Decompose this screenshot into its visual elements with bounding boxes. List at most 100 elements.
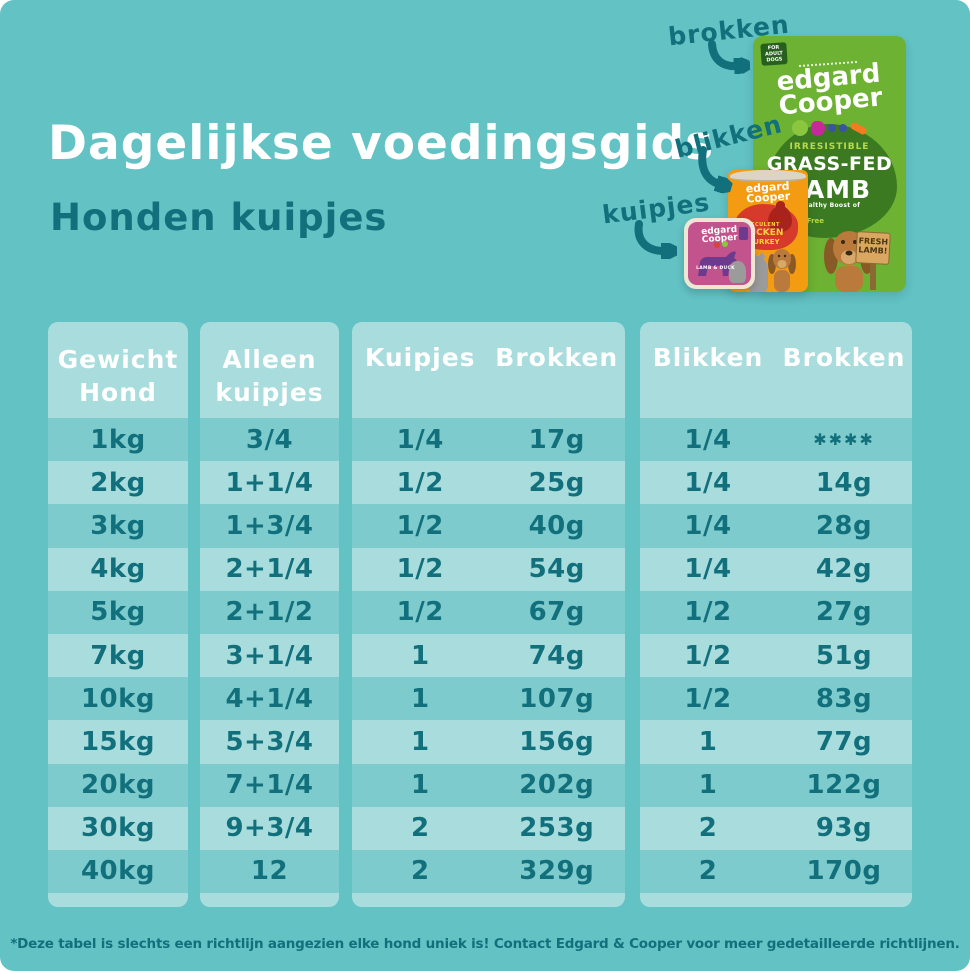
rooster-icon bbox=[768, 201, 792, 232]
panel-alleen-kuipjes: Alleen kuipjes 3/4 1+1/4 1+3/4 2+1/4 2+1… bbox=[200, 322, 339, 907]
table-cell: 17g bbox=[528, 424, 585, 455]
table-cell: 1 bbox=[698, 770, 718, 801]
table-row: 7kg bbox=[48, 634, 188, 677]
apple-icon bbox=[722, 241, 728, 247]
table-cell: 1/4 bbox=[684, 510, 732, 541]
table-row: 1 77g bbox=[640, 720, 912, 763]
can-lid bbox=[730, 170, 806, 182]
table-cell: 1 bbox=[410, 726, 430, 757]
table-row: 3kg bbox=[48, 504, 188, 548]
table-cell: 122g bbox=[806, 770, 882, 801]
header-line1: Alleen bbox=[222, 345, 317, 374]
table-row: 2 329g bbox=[352, 849, 625, 894]
table-cell: 1/4 bbox=[684, 467, 732, 498]
table-cell: 28g bbox=[815, 510, 873, 541]
table-cell: 40kg bbox=[80, 856, 156, 887]
table-cell: 1 bbox=[410, 770, 430, 801]
panel-kuipjes-brokken: Kuipjes Brokken 1/4 17g 1/2 25g 1/2 40g 1/2… bbox=[352, 322, 625, 907]
tub-label: edgard Cooper LAMB & DUCK bbox=[688, 222, 751, 285]
table-cell: 93g bbox=[815, 813, 873, 844]
table-row: 2 93g bbox=[640, 807, 912, 850]
table-row: 9+3/4 bbox=[200, 807, 339, 850]
table-row: 1kg bbox=[48, 418, 188, 462]
table-cell: 1/4 bbox=[684, 554, 732, 585]
kuipjes-arrow-icon bbox=[634, 220, 664, 251]
table-row: 10kg bbox=[48, 677, 188, 721]
table-cell: 12 bbox=[250, 856, 289, 887]
table-cell: 54g bbox=[528, 554, 585, 585]
table-cell: 1/4 bbox=[396, 424, 444, 455]
table-cell: 67g bbox=[528, 597, 585, 628]
table-cell: 2+1/4 bbox=[225, 554, 314, 585]
table-cell: 1/4 bbox=[684, 424, 732, 455]
table-cell: 42g bbox=[815, 554, 873, 585]
table-cell: 2 bbox=[410, 813, 430, 844]
table-cell: 156g bbox=[519, 726, 595, 757]
table-cell: 1 bbox=[698, 726, 718, 757]
table-row: 1 156g bbox=[352, 720, 625, 763]
table-cell: 2 bbox=[410, 856, 430, 887]
panel-alleen-rows: 3/4 1+1/4 1+3/4 2+1/4 2+1/2 3+1/4 4+1/4 … bbox=[200, 418, 339, 894]
table-cell: 1/2 bbox=[684, 683, 732, 714]
table-row: 1/2 54g bbox=[352, 548, 625, 591]
blueberry-icon bbox=[828, 124, 836, 132]
table-row: 2 253g bbox=[352, 807, 625, 850]
panel-kuipjes-brokken-rows: 1/4 17g 1/2 25g 1/2 40g 1/2 54g 1/2 67g 1 74g … bbox=[352, 418, 625, 894]
table-row: 2+1/2 bbox=[200, 590, 339, 634]
blueberry-icon bbox=[839, 124, 847, 132]
table-row: 1/4 ✱✱✱✱ bbox=[640, 418, 912, 462]
panel-kuipjes-brokken-header: Kuipjes Brokken bbox=[352, 322, 625, 418]
table-cell: 1/2 bbox=[684, 640, 732, 671]
panel-blikken-brokken-rows: 1/4 ✱✱✱✱ 1/4 14g 1/4 28g 1/4 42g 1/2 27g 1/2 5… bbox=[640, 418, 912, 894]
tub-flavor: LAMB & DUCK bbox=[696, 266, 735, 271]
table-cell: 107g bbox=[519, 683, 595, 714]
table-cell: 5kg bbox=[90, 597, 146, 628]
table-row: 2 170g bbox=[640, 849, 912, 894]
can-flavor-line2: &TURKEY bbox=[742, 238, 780, 246]
table-row: 1/2 25g bbox=[352, 461, 625, 504]
table-cell: 5+3/4 bbox=[225, 726, 314, 757]
table-cell: 14g bbox=[815, 467, 873, 498]
table-cell: 3+1/4 bbox=[225, 640, 314, 671]
berry-icon bbox=[714, 242, 720, 248]
sign-post bbox=[870, 264, 876, 290]
table-row: 1/4 42g bbox=[640, 548, 912, 591]
table-row: 2kg bbox=[48, 461, 188, 504]
table-cell: 20kg bbox=[80, 770, 156, 801]
page-subtitle: Honden kuipjes bbox=[50, 196, 388, 239]
beetroot-icon bbox=[811, 120, 825, 136]
table-row: 1+3/4 bbox=[200, 504, 339, 548]
table-row: 40kg bbox=[48, 849, 188, 894]
table-cell: 1/2 bbox=[396, 554, 444, 585]
cat-illustration bbox=[729, 261, 746, 283]
table-cell: 40g bbox=[528, 510, 585, 541]
table-row: 1 122g bbox=[640, 763, 912, 807]
table-row: 1 107g bbox=[352, 677, 625, 721]
table-cell: 1/2 bbox=[396, 597, 444, 628]
panel-gewicht-rows: 1kg 2kg 3kg 4kg 5kg 7kg 10kg 15kg 20kg 3… bbox=[48, 418, 188, 894]
table-cell: 253g bbox=[519, 813, 595, 844]
table-row: 1/2 40g bbox=[352, 504, 625, 548]
product-tub: edgard Cooper LAMB & DUCK bbox=[684, 218, 755, 289]
table-cell: 1/2 bbox=[396, 510, 444, 541]
header-blikken: Blikken bbox=[652, 343, 764, 372]
dog-silhouette bbox=[698, 251, 737, 276]
table-row: 5+3/4 bbox=[200, 720, 339, 763]
table-cell: 9+3/4 bbox=[225, 813, 314, 844]
table-cell: 7kg bbox=[90, 640, 146, 671]
header-brokken: Brokken bbox=[782, 343, 906, 372]
table-cell: 1+3/4 bbox=[225, 510, 314, 541]
table-cell-asterisks: ✱✱✱✱ bbox=[813, 430, 875, 450]
panel-blikken-brokken: Blikken Brokken 1/4 ✱✱✱✱ 1/4 14g 1/4 28g 1/… bbox=[640, 322, 912, 907]
can-flavor-tag: SUCCULENT bbox=[742, 222, 780, 228]
header-kuipjes: Kuipjes bbox=[364, 343, 476, 372]
header-line2: Hond bbox=[79, 378, 157, 407]
annotation-arrows bbox=[634, 40, 970, 300]
can-flavor-line1: CHICKEN bbox=[738, 228, 784, 238]
table-cell: 4kg bbox=[90, 554, 146, 585]
page-title: Dagelijkse voedingsgids bbox=[48, 116, 715, 171]
table-cell: 1/2 bbox=[396, 467, 444, 498]
table-row: 1/2 83g bbox=[640, 677, 912, 721]
table-row: 1/2 67g bbox=[352, 590, 625, 634]
table-cell: 83g bbox=[815, 683, 873, 714]
